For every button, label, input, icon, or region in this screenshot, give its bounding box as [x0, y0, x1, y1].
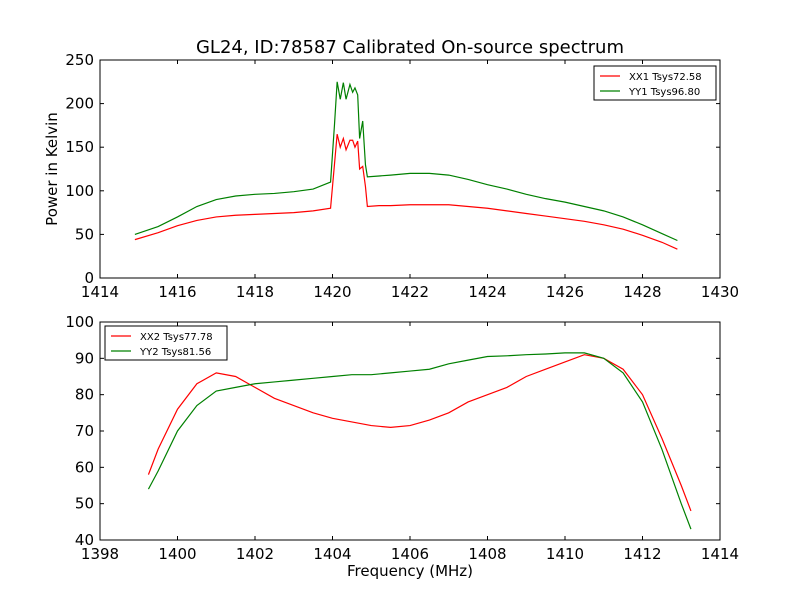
y-tick-label: 80	[75, 386, 94, 404]
legend-box	[593, 65, 717, 101]
x-tick-label: 1414	[701, 545, 739, 563]
x-tick-label: 1410	[546, 545, 584, 563]
x-tick-label: 1426	[546, 283, 584, 301]
legend-label: YY2 Tsys81.56	[139, 347, 211, 358]
y-axis-label: Power in Kelvin	[43, 112, 61, 226]
y-tick-label: 90	[75, 349, 94, 367]
bottom-panel: 1398 1400 1402 1404 1406 1408 1410 1412 1414 40 50…	[65, 313, 739, 580]
legend-label: XX1 Tsys72.58	[629, 72, 702, 83]
legend: XX2 Tsys77.78 YY2 Tsys81.56	[104, 325, 228, 361]
y-tick-label: 70	[75, 422, 94, 440]
x-tick-label: 1402	[236, 545, 274, 563]
x-tick-label: 1406	[391, 545, 429, 563]
series-line-1	[134, 133, 678, 250]
x-tick-label: 1414	[81, 283, 119, 301]
y-tick-label: 100	[65, 313, 94, 331]
top-panel: 1414 1416 1418 1420 1422 1424 1426 1428 1430 0 50 1…	[43, 51, 739, 301]
legend-box	[104, 325, 228, 361]
x-tick-label: 1428	[623, 283, 661, 301]
y-tick-label: 50	[75, 495, 94, 513]
y-tick-label: 0	[84, 269, 94, 287]
series-line-2	[134, 81, 678, 242]
x-tick-label: 1430	[701, 283, 739, 301]
y-tick-label: 200	[65, 95, 94, 113]
legend-label: YY1 Tsys96.80	[628, 87, 700, 98]
x-tick-label: 1404	[313, 545, 351, 563]
y-tick-label: 50	[75, 225, 94, 243]
y-tick-label: 250	[65, 51, 94, 69]
x-tick-label: 1424	[468, 283, 506, 301]
x-tick-label: 1416	[158, 283, 196, 301]
legend: XX1 Tsys72.58 YY1 Tsys96.80	[593, 65, 717, 101]
x-tick-label: 1418	[236, 283, 274, 301]
x-tick-label: 1400	[158, 545, 196, 563]
y-tick-label: 60	[75, 458, 94, 476]
chart-title: GL24, ID:78587 Calibrated On-source spec…	[196, 37, 624, 58]
x-tick-label: 1412	[623, 545, 661, 563]
x-tick-label: 1422	[391, 283, 429, 301]
legend-label: XX2 Tsys77.78	[140, 332, 213, 343]
x-tick-label: 1408	[468, 545, 506, 563]
y-tick-label: 100	[65, 182, 94, 200]
x-tick-label: 1420	[313, 283, 351, 301]
series-line-2	[147, 352, 692, 530]
x-tick-label: 1398	[81, 545, 119, 563]
y-tick-label: 150	[65, 138, 94, 156]
y-tick-label: 40	[75, 531, 94, 549]
x-axis-label: Frequency (MHz)	[347, 562, 473, 580]
